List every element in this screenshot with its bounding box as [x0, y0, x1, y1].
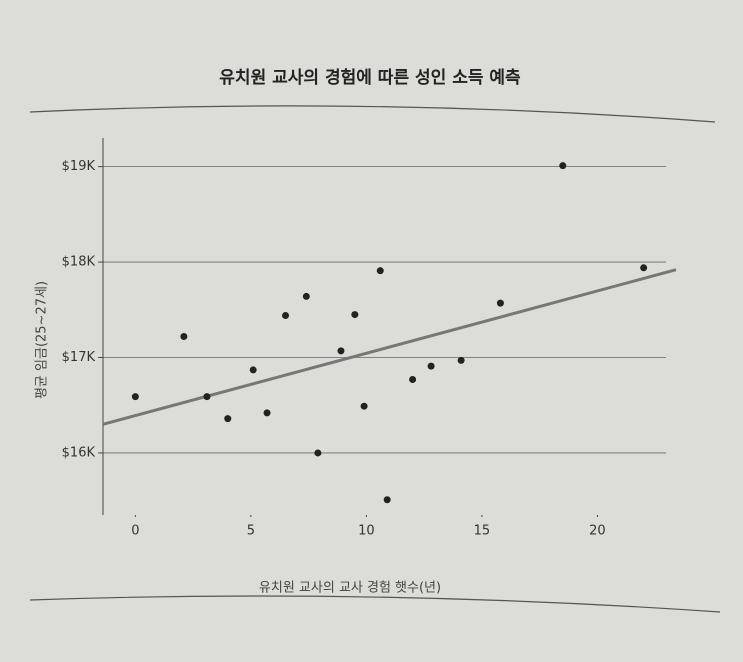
data-point: [409, 375, 417, 383]
data-point: [203, 393, 211, 401]
data-point: [337, 347, 345, 355]
x-tick-label: 20: [589, 524, 606, 539]
data-point: [640, 264, 648, 272]
x-tick-label: 0: [131, 524, 139, 539]
x-tick-label: 10: [358, 524, 375, 539]
chart-title: 유치원 교사의 경험에 따른 성인 소득 예측: [219, 67, 521, 88]
y-tick-label: $16K: [62, 445, 96, 460]
y-axis-label: 평균 임금(25~27세): [35, 281, 50, 399]
data-point: [249, 366, 257, 374]
data-point: [351, 311, 359, 319]
data-point: [457, 356, 465, 364]
y-tick-label: $19K: [62, 159, 96, 174]
x-tick-label: 5: [247, 524, 255, 539]
data-point: [360, 402, 368, 410]
trend-line: [102, 268, 677, 426]
data-point: [427, 362, 435, 370]
x-axis-label: 유치원 교사의 교사 경험 햇수(년): [259, 580, 441, 596]
data-point: [314, 449, 322, 457]
data-point: [282, 312, 290, 320]
y-tick-label: $18K: [62, 255, 96, 270]
data-point: [180, 333, 188, 341]
data-point: [496, 299, 504, 307]
y-tick-label: $17K: [62, 350, 96, 365]
data-point: [224, 415, 232, 423]
data-point: [559, 162, 567, 170]
data-point: [131, 393, 139, 401]
data-point: [376, 267, 384, 275]
x-tick-label: 15: [474, 524, 491, 539]
data-point: [383, 496, 391, 504]
data-point: [263, 409, 271, 417]
data-point: [302, 292, 310, 300]
footer-rule: [29, 595, 721, 613]
title-rule: [29, 105, 716, 123]
